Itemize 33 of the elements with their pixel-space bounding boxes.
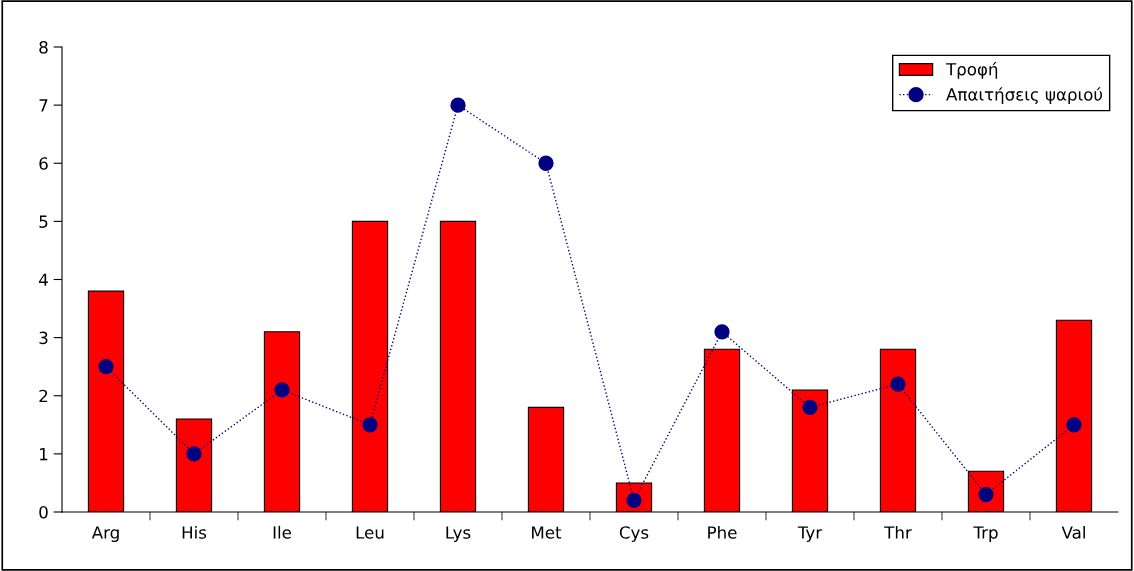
point — [538, 155, 554, 171]
x-tick-label: Thr — [884, 525, 912, 539]
x-tick-label: Lys — [446, 526, 471, 543]
x-tick-label: Tyr — [797, 526, 823, 543]
point — [1066, 417, 1082, 433]
legend-label: Τροφή — [945, 62, 998, 79]
x-tick-label: Phe — [708, 525, 737, 539]
point — [890, 376, 906, 392]
y-tick-label: 0 — [39, 505, 48, 519]
x-tick-label: Leu — [356, 526, 384, 539]
y-tick-label: 5 — [39, 215, 48, 228]
y-tick-label: 4 — [39, 273, 48, 286]
legend-label: Απαιτήσεις ψαριού — [946, 87, 1103, 104]
y-tick-label: 1 — [40, 448, 48, 461]
x-tick-label: Val — [1061, 525, 1085, 539]
x-tick-label: Arg — [91, 526, 119, 543]
x-tick-label: Ile — [273, 525, 292, 539]
point — [274, 382, 290, 398]
x-tick-label: Cys — [619, 526, 649, 543]
x-tick-label: Met — [532, 526, 562, 539]
x-tick-label: Trp — [973, 526, 998, 543]
point — [186, 446, 202, 462]
y-tick-label: 8 — [39, 40, 48, 54]
point — [98, 359, 114, 375]
point — [362, 417, 378, 433]
y-tick-label: 7 — [39, 99, 48, 112]
y-tick-label: 3 — [39, 331, 48, 345]
point — [714, 324, 730, 340]
point — [802, 399, 818, 416]
y-tick-label: 6 — [39, 157, 48, 170]
point — [450, 97, 466, 113]
x-tick-label: His — [182, 525, 207, 539]
y-tick-label: 2 — [39, 389, 48, 403]
